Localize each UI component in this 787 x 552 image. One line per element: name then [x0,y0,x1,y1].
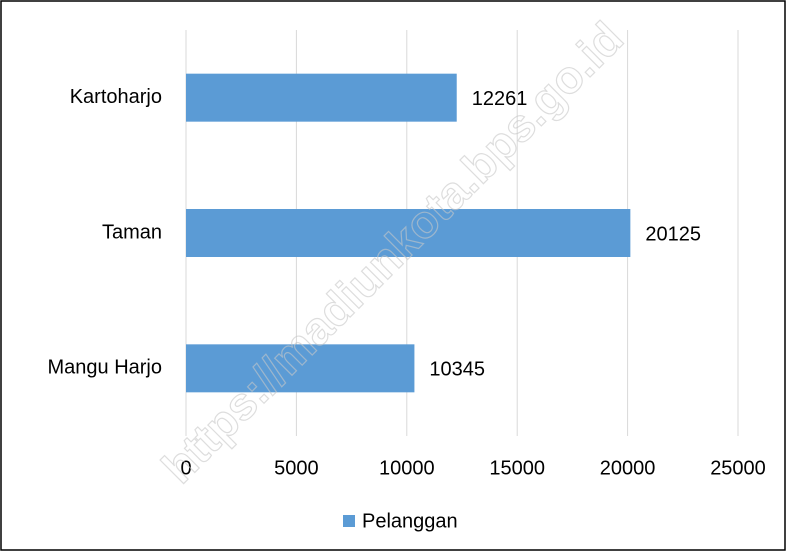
bar [186,344,415,393]
x-tick-label: 10000 [379,457,435,479]
x-tick-label: 15000 [489,457,545,479]
bar [186,209,631,257]
legend-label: Pelanggan [362,510,458,532]
data-label: 20125 [645,223,701,245]
y-tick-label: Taman [102,221,162,243]
x-tick-label: 0 [180,457,191,479]
x-tick-label: 5000 [274,457,319,479]
y-tick-label: Kartoharjo [70,86,162,108]
bar [186,73,457,122]
x-tick-label: 20000 [600,457,656,479]
y-tick-label: Mangu Harjo [47,357,162,379]
data-label: 12261 [472,88,528,110]
x-tick-label: 25000 [710,457,766,479]
data-label: 10345 [429,359,485,381]
legend-swatch [343,515,355,527]
